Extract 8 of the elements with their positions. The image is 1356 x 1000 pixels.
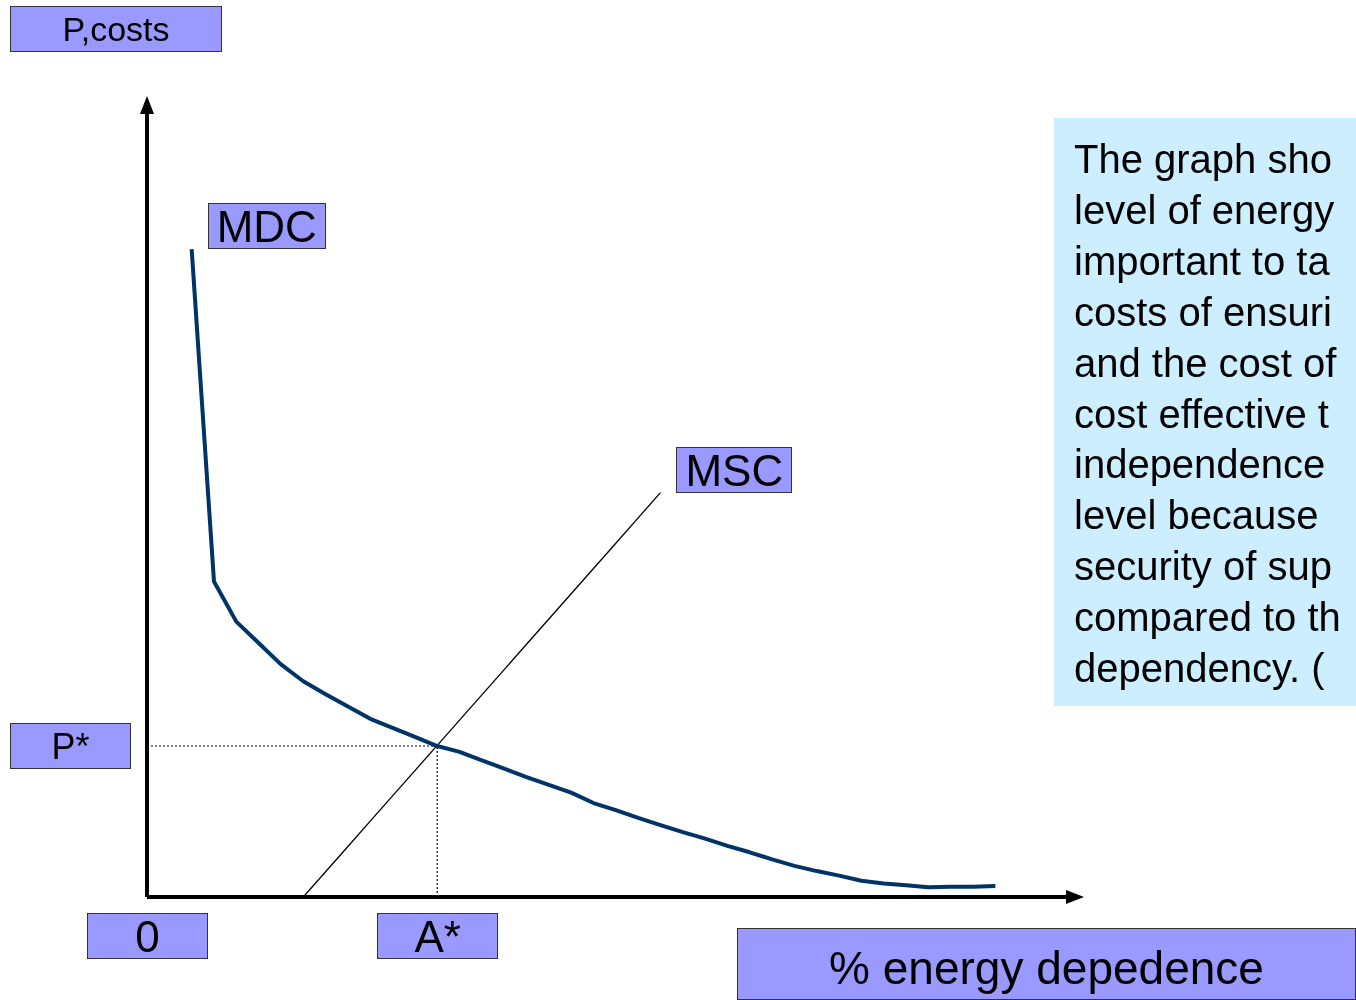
x-tick-label: 0 bbox=[87, 912, 208, 961]
text: The graph sho level of energy important to ta costs of ensuri and the cost of cost effective t independence level because security of sup compared to th dependency. ( bbox=[1074, 137, 1341, 691]
x-axis-title: % energy depedence bbox=[737, 928, 1356, 1000]
x-tick-label: A* bbox=[377, 912, 499, 961]
series-label: MDC bbox=[207, 202, 326, 252]
y-axis-title: P,costs bbox=[10, 6, 222, 52]
series-label: MSC bbox=[676, 445, 793, 495]
ref-line-label: P* bbox=[10, 723, 131, 770]
